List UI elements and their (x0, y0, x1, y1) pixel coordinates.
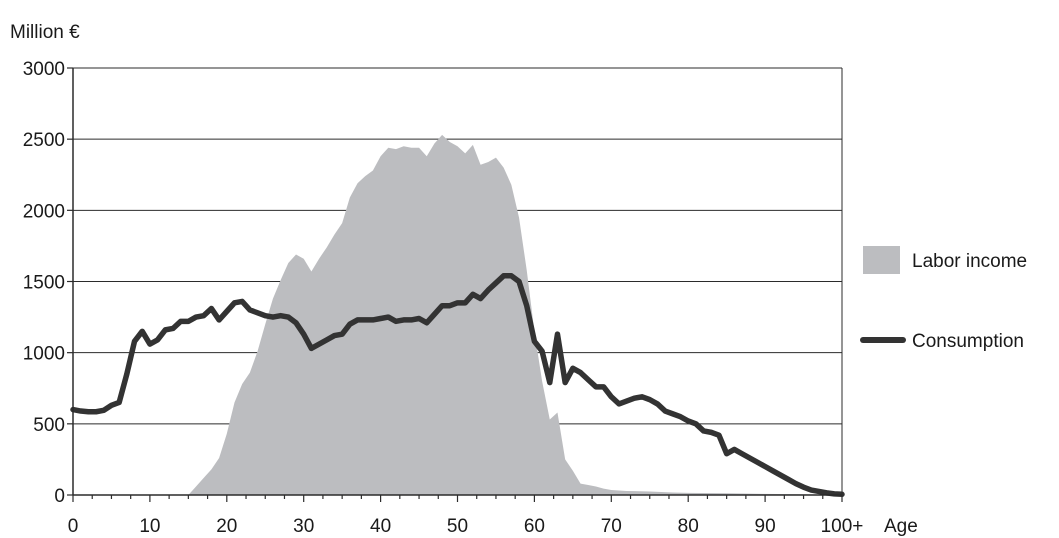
legend-label-labor-income: Labor income (912, 251, 1027, 272)
x-tick-label-60: 60 (524, 516, 545, 537)
x-tick-labels: 0 10 20 30 40 50 60 70 80 90 100+ (68, 516, 864, 537)
y-tick-label-1500: 1500 (23, 273, 65, 294)
x-tick-label-0: 0 (68, 516, 79, 537)
y-tick-label-1000: 1000 (23, 344, 65, 365)
y-tick-labels: 0 500 1000 1500 2000 2500 3000 (23, 59, 65, 507)
y-tick-label-3000: 3000 (23, 59, 65, 80)
legend: Labor income Consumption (860, 246, 1027, 352)
x-tick-label-30: 30 (293, 516, 314, 537)
x-tick-label-40: 40 (370, 516, 391, 537)
x-tick-label-70: 70 (601, 516, 622, 537)
legend-swatch-labor-income (863, 246, 900, 274)
x-tick-label-80: 80 (678, 516, 699, 537)
x-tick-label-50: 50 (447, 516, 468, 537)
x-axis-title: Age (884, 516, 918, 537)
y-axis-title: Million € (10, 22, 80, 43)
x-tick-label-20: 20 (216, 516, 237, 537)
x-tick-label-100: 100+ (821, 516, 864, 537)
y-tick-label-2000: 2000 (23, 201, 65, 222)
y-tick-label-0: 0 (54, 486, 65, 507)
area-labor-income (73, 134, 842, 495)
area-layer (73, 134, 842, 495)
legend-label-consumption: Consumption (912, 331, 1024, 352)
y-tick-label-2500: 2500 (23, 130, 65, 151)
axes (67, 67, 843, 502)
x-tick-label-10: 10 (139, 516, 160, 537)
x-tick-label-90: 90 (755, 516, 776, 537)
line-consumption (70, 273, 845, 498)
line-layer (70, 273, 845, 498)
y-tick-label-500: 500 (33, 415, 65, 436)
